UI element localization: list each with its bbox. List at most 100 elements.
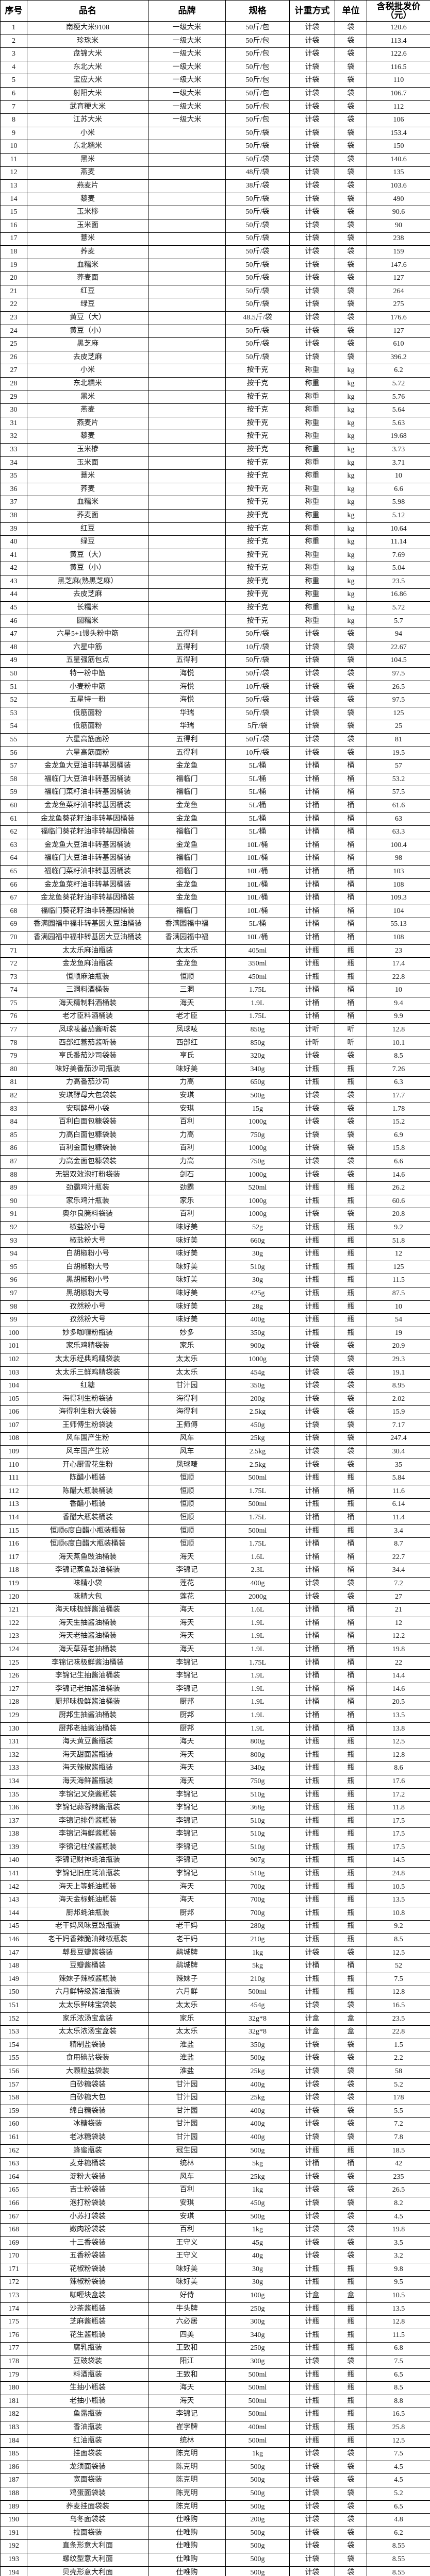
table-row: 118 李锦记蒸鱼豉油桶装 李锦记 2.3L 计桶桶 34.4 <box>0 1564 430 1578</box>
table-row: 28 东北糯米 按千克 称重 kg 5.72 <box>0 377 430 391</box>
row-unit: 桶 <box>335 1616 367 1631</box>
row-spec: 1.75L <box>225 1511 290 1525</box>
header-measure: 计重方式 <box>289 0 335 22</box>
row-index: 116 <box>0 1537 27 1551</box>
row-unit: kg <box>335 522 367 536</box>
row-unit: 袋 <box>335 2526 367 2540</box>
row-price: 8.55 <box>367 2539 430 2553</box>
row-unit: 袋 <box>335 74 367 88</box>
table-row: 79 亨氏番茄沙司袋装 亨氏 320g 计袋袋 8.5 <box>0 1049 430 1063</box>
row-spec: 1.9L <box>225 1643 290 1657</box>
row-spec: 按千克 <box>225 482 290 497</box>
row-measure: 计袋 <box>289 680 335 694</box>
row-spec: 15g <box>225 1102 290 1116</box>
row-spec: 400g <box>225 1313 290 1327</box>
row-spec: 按千克 <box>225 601 290 615</box>
row-brand: 一级大米 <box>148 47 226 61</box>
row-measure: 计瓶 <box>289 1076 335 1090</box>
row-measure: 计瓶 <box>289 1972 335 1987</box>
table-row: 145 老干妈风味豆豉瓶装 老干妈 280g 计瓶瓶 9.2 <box>0 1920 430 1934</box>
row-brand: 陈克明 <box>148 2487 226 2501</box>
row-spec: 300g <box>225 2355 290 2369</box>
row-index: 41 <box>0 548 27 563</box>
table-row: 8 江苏大米 一级大米 50斤/包 计袋袋 106 <box>0 113 430 127</box>
row-brand: 味好美 <box>148 1300 226 1314</box>
row-unit: 桶 <box>335 1511 367 1525</box>
row-spec: 50斤/袋 <box>225 337 290 351</box>
row-brand: 一级大米 <box>148 21 226 35</box>
row-price: 57.5 <box>367 786 430 800</box>
row-measure: 计桶 <box>289 865 335 879</box>
row-unit: 袋 <box>335 2249 367 2263</box>
row-price: 6.14 <box>367 1498 430 1512</box>
row-name: 武育粳大米 <box>27 100 148 114</box>
row-unit: 桶 <box>335 1564 367 1578</box>
table-row: 9 小米 50斤/袋 计袋袋 153.4 <box>0 126 430 141</box>
row-name: 东北大米 <box>27 60 148 75</box>
row-spec: 500g <box>225 2052 290 2066</box>
row-brand <box>148 192 226 207</box>
row-measure: 计袋 <box>289 1168 335 1182</box>
table-row: 168 嫩肉粉袋装 百利 1kg 计袋袋 19.8 <box>0 2223 430 2237</box>
row-spec: 按千克 <box>225 456 290 470</box>
row-index: 159 <box>0 2104 27 2119</box>
row-spec: 320g <box>225 1049 290 1063</box>
row-unit: kg <box>335 377 367 391</box>
row-unit: 袋 <box>335 733 367 747</box>
row-unit: 瓶 <box>335 1194 367 1209</box>
row-measure: 计瓶 <box>289 1326 335 1341</box>
row-price: 51.8 <box>367 1234 430 1248</box>
table-row: 119 味精小袋 莲花 400g 计袋袋 7.2 <box>0 1577 430 1591</box>
row-brand: 五得利 <box>148 654 226 668</box>
row-spec: 500ml <box>225 2368 290 2382</box>
row-price: 108 <box>367 878 430 892</box>
row-index: 179 <box>0 2368 27 2382</box>
row-index: 142 <box>0 1880 27 1894</box>
row-index: 31 <box>0 416 27 431</box>
row-price: 19.8 <box>367 1643 430 1657</box>
table-row: 102 太太乐经典鸡精袋装 太太乐 1000g 计袋袋 29.3 <box>0 1352 430 1367</box>
table-row: 156 大颗粒盐袋装 淮盐 25kg 计袋袋 58 <box>0 2065 430 2079</box>
row-name: 辣妹子辣椒酱瓶装 <box>27 1972 148 1987</box>
row-price: 108 <box>367 930 430 945</box>
row-price: 7.2 <box>367 2117 430 2131</box>
row-measure: 称重 <box>289 443 335 457</box>
row-measure: 计瓶 <box>289 1062 335 1077</box>
row-name: 海天上等蚝油瓶装 <box>27 1880 148 1894</box>
row-measure: 计袋 <box>289 667 335 681</box>
row-measure: 计袋 <box>289 640 335 655</box>
row-price: 12 <box>367 1247 430 1261</box>
table-row: 191 拉面袋装 仕唯购 500g 计袋袋 6.2 <box>0 2526 430 2540</box>
row-spec: 300g <box>225 2315 290 2329</box>
row-index: 7 <box>0 100 27 114</box>
row-name: 海天味极鲜酱油桶装 <box>27 1603 148 1617</box>
row-name: 鱼露瓶装 <box>27 2408 148 2422</box>
row-price: 2.02 <box>367 1392 430 1406</box>
row-name: 宽面袋装 <box>27 2473 148 2488</box>
row-spec: 1.9L <box>225 1630 290 1644</box>
row-unit: 瓶 <box>335 1906 367 1921</box>
row-brand: 味好美 <box>148 1247 226 1261</box>
row-unit: 袋 <box>335 1352 367 1367</box>
table-row: 30 燕麦 按千克 称重 kg 5.64 <box>0 403 430 417</box>
row-price: 29.3 <box>367 1352 430 1367</box>
row-unit: 袋 <box>335 2091 367 2105</box>
row-brand: 香满园福中福 <box>148 918 226 931</box>
table-row: 99 孜然粉大号 味好美 400g 计瓶瓶 54 <box>0 1313 430 1327</box>
row-spec: 48.5斤/袋 <box>225 311 290 325</box>
row-brand <box>148 443 226 457</box>
row-measure: 计袋 <box>289 2513 335 2527</box>
row-unit: 瓶 <box>335 1748 367 1762</box>
row-measure: 计袋 <box>289 706 335 721</box>
row-index: 165 <box>0 2183 27 2197</box>
row-name: 吉士粉袋装 <box>27 2183 148 2197</box>
row-measure: 计桶 <box>289 1959 335 1973</box>
row-unit: 桶 <box>335 996 367 1011</box>
row-name: 生抽小瓶装 <box>27 2381 148 2395</box>
row-name: 厨邦蚝油瓶装 <box>27 1906 148 1921</box>
row-unit: 袋 <box>335 1590 367 1604</box>
table-row: 184 红油瓶装 统林 500ml 计瓶瓶 12.5 <box>0 2434 430 2448</box>
row-name: 黑胡椒粉小号 <box>27 1274 148 1287</box>
row-measure: 计瓶 <box>289 1524 335 1538</box>
row-unit: 桶 <box>335 1682 367 1697</box>
